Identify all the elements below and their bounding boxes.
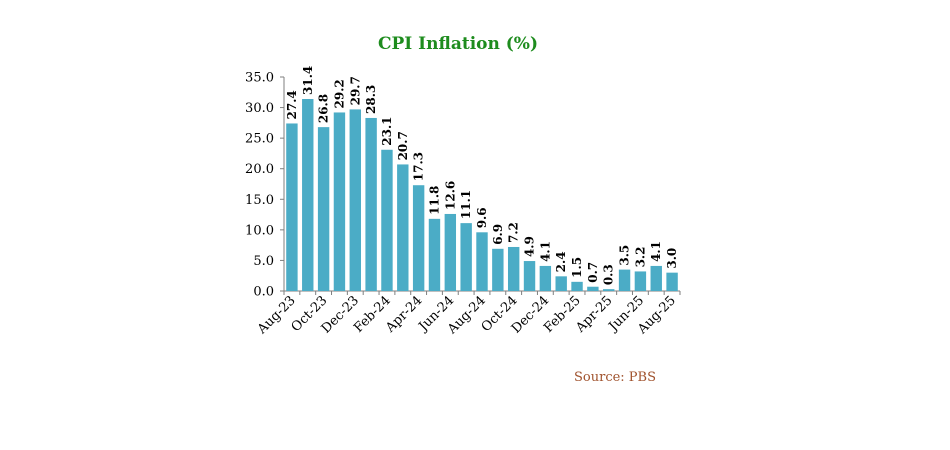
bar (349, 109, 361, 291)
bar-data-label: 4.9 (523, 236, 537, 257)
bar (618, 269, 631, 291)
bar-data-label: 3.5 (618, 245, 632, 266)
bar (603, 289, 615, 291)
bar (650, 265, 662, 291)
bar (476, 232, 488, 291)
bar (460, 223, 472, 291)
source-note: Source: PBS (574, 370, 657, 385)
bar-data-label: 27.4 (285, 90, 299, 119)
bar-data-label: 2.4 (554, 251, 568, 272)
bar-data-label: 7.2 (507, 222, 521, 243)
bar-data-label: 12.6 (443, 181, 457, 210)
y-tick-label: 0.0 (253, 285, 274, 300)
bar-data-label: 9.6 (475, 207, 489, 228)
bar-data-label: 29.7 (348, 76, 362, 105)
bar-data-label: 23.1 (380, 117, 394, 146)
bar-data-label: 17.3 (412, 152, 426, 181)
y-tick-label: 30.0 (245, 101, 274, 116)
bar-data-label: 11.8 (427, 186, 441, 215)
bar (587, 286, 599, 291)
bar (365, 117, 377, 291)
bar-data-label: 6.9 (491, 224, 505, 245)
y-tick-label: 20.0 (245, 162, 274, 177)
bar (428, 218, 441, 291)
bar (397, 164, 409, 291)
bar (333, 112, 346, 291)
bar (555, 276, 567, 291)
bar (666, 272, 678, 291)
bar (634, 271, 647, 291)
bar-data-label: 4.1 (538, 241, 552, 262)
bar-data-label: 31.4 (301, 66, 315, 95)
bar (286, 123, 298, 292)
bar (317, 127, 330, 291)
bar (381, 149, 393, 291)
bar (492, 248, 504, 291)
bar (507, 246, 520, 291)
bar-data-label: 1.5 (570, 257, 584, 278)
bar-data-label: 3.2 (633, 247, 647, 268)
bar-data-label: 11.1 (459, 190, 473, 219)
chart-title: CPI Inflation (%) (377, 34, 539, 54)
x-tick-label: Aug-23 (254, 293, 299, 338)
bar-data-label: 4.1 (649, 241, 663, 262)
bar-data-label: 20.7 (396, 131, 410, 160)
bar-data-label: 29.2 (332, 79, 346, 108)
bar (444, 213, 457, 291)
y-tick-label: 15.0 (245, 193, 274, 208)
bar (412, 185, 425, 291)
y-tick-label: 25.0 (245, 132, 274, 147)
bar-data-label: 26.8 (317, 94, 331, 123)
bar-data-label: 28.3 (364, 85, 378, 114)
y-tick-label: 10.0 (245, 223, 274, 238)
bar (571, 281, 583, 291)
bar (523, 261, 536, 291)
bar-data-label: 0.3 (602, 264, 616, 285)
bar-data-label: 0.7 (586, 262, 600, 283)
bar-data-label: 3.0 (665, 248, 679, 269)
y-tick-label: 35.0 (245, 71, 274, 86)
y-tick-label: 5.0 (253, 254, 274, 269)
bar (539, 265, 552, 291)
bar (302, 99, 314, 291)
